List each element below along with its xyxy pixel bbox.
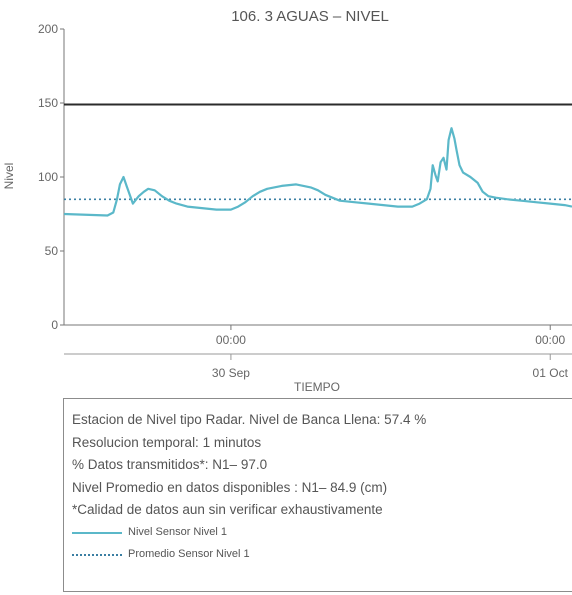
legend-item-average: Promedio Sensor Nivel 1 bbox=[72, 544, 564, 566]
info-line-transmitted: % Datos transmitidos*: N1– 97.0 bbox=[72, 457, 268, 472]
water-level-chart: 106. 3 AGUAS – NIVEL 0 50 100 150 200 00:00 30… bbox=[2, 8, 572, 394]
info-panel: Estacion de Nivel tipo Radar. Nivel de B… bbox=[63, 398, 572, 592]
chart-title: 106. 3 AGUAS – NIVEL bbox=[231, 8, 389, 25]
info-line-resolution: Resolucion temporal: 1 minutos bbox=[72, 434, 262, 450]
y-tick-label: 200 bbox=[38, 22, 58, 36]
y-tick-label: 100 bbox=[38, 170, 58, 184]
series-line-sensor bbox=[63, 127, 572, 217]
x-tick-date-label: 01 Oct bbox=[533, 366, 569, 380]
legend-swatch-solid bbox=[72, 531, 122, 534]
x-tick-time-label: 00:00 bbox=[216, 333, 246, 347]
info-line-average: Nivel Promedio en datos disponibles : N1… bbox=[72, 479, 388, 495]
legend-swatch-dotted bbox=[72, 553, 122, 556]
y-axis-label: Nivel bbox=[2, 163, 16, 190]
x-tick-date-label: 30 Sep bbox=[212, 366, 250, 380]
legend-label-average: Promedio Sensor Nivel 1 bbox=[128, 548, 250, 561]
y-tick-label: 50 bbox=[45, 244, 59, 258]
legend-item-sensor: Nivel Sensor Nivel 1 bbox=[72, 522, 564, 544]
x-tick-time-label: 00:00 bbox=[535, 333, 565, 347]
plot-area: 0 50 100 150 200 00:00 30 Sep 00:00 01 Oct bbox=[38, 22, 572, 380]
y-tick-label: 150 bbox=[38, 96, 58, 110]
legend-label-sensor: Nivel Sensor Nivel 1 bbox=[128, 526, 228, 539]
info-line-radar: Estacion de Nivel tipo Radar. Nivel de B… bbox=[72, 412, 427, 427]
x-axis-label: TIEMPO bbox=[294, 380, 340, 394]
y-tick-label: 0 bbox=[51, 318, 58, 332]
info-line-quality: *Calidad de datos aun sin verificar exha… bbox=[72, 502, 383, 517]
